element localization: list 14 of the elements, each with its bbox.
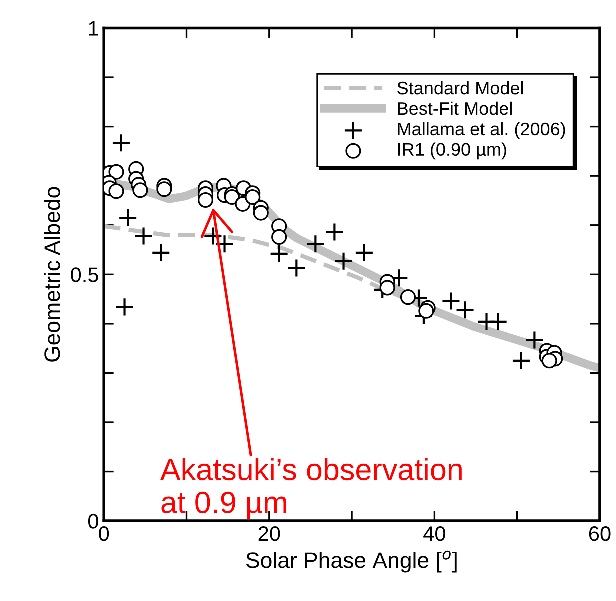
x-tick-label: 60 xyxy=(589,526,611,542)
x-tick-label: 20 xyxy=(258,526,280,542)
annotation: Akatsuki’s observation at 0.9 µm xyxy=(160,458,462,520)
y-tick-label: 0.5 xyxy=(71,268,98,282)
y-tick-label: 1 xyxy=(89,21,98,36)
legend-label: IR1 (0.90 µm) xyxy=(398,142,506,160)
x-tick-label: 40 xyxy=(424,526,446,542)
x-tick-label: 0 xyxy=(99,526,110,542)
legend-label: Mallama et al. (2006) xyxy=(398,122,566,140)
legend-label: Best-Fit Model xyxy=(398,102,512,116)
legend-label: Standard Model xyxy=(398,81,524,95)
y-tick-label: 0 xyxy=(88,514,98,529)
x-axis-title: Solar Phase Angle [$^{o}$] xyxy=(246,550,457,573)
y-axis-title: Geometric Albedo xyxy=(44,187,60,362)
